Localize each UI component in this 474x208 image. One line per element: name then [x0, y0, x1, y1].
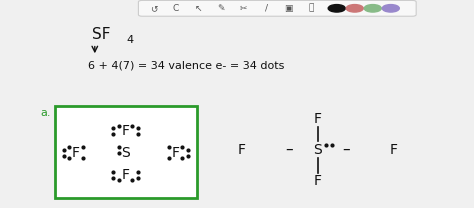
Text: F: F	[314, 111, 321, 126]
Text: ↺: ↺	[150, 4, 157, 13]
Circle shape	[364, 5, 381, 12]
Text: F: F	[122, 124, 129, 138]
Text: 🖼: 🖼	[309, 4, 314, 13]
Text: S: S	[121, 146, 130, 160]
Text: C: C	[173, 4, 179, 13]
Bar	[55, 106, 197, 198]
Text: –: –	[285, 142, 293, 157]
Text: SF: SF	[92, 27, 111, 42]
Text: /: /	[264, 4, 267, 13]
Text: 4: 4	[127, 35, 134, 45]
Text: S: S	[313, 143, 322, 157]
Text: F: F	[172, 146, 179, 160]
Text: ✂: ✂	[240, 4, 247, 13]
Text: ✎: ✎	[217, 4, 225, 13]
Text: F: F	[238, 143, 246, 157]
Text: F: F	[314, 174, 321, 188]
Circle shape	[382, 5, 399, 12]
Text: a.: a.	[40, 108, 51, 118]
Text: ↖: ↖	[195, 4, 202, 13]
Text: 6 + 4(7) = 34 valence e- = 34 dots: 6 + 4(7) = 34 valence e- = 34 dots	[88, 60, 284, 70]
FancyBboxPatch shape	[138, 0, 416, 16]
Circle shape	[346, 5, 363, 12]
Text: F: F	[122, 168, 129, 182]
Circle shape	[328, 5, 345, 12]
Text: F: F	[72, 146, 80, 160]
Text: F: F	[390, 143, 397, 157]
Text: –: –	[342, 142, 350, 157]
Text: ▣: ▣	[284, 4, 293, 13]
